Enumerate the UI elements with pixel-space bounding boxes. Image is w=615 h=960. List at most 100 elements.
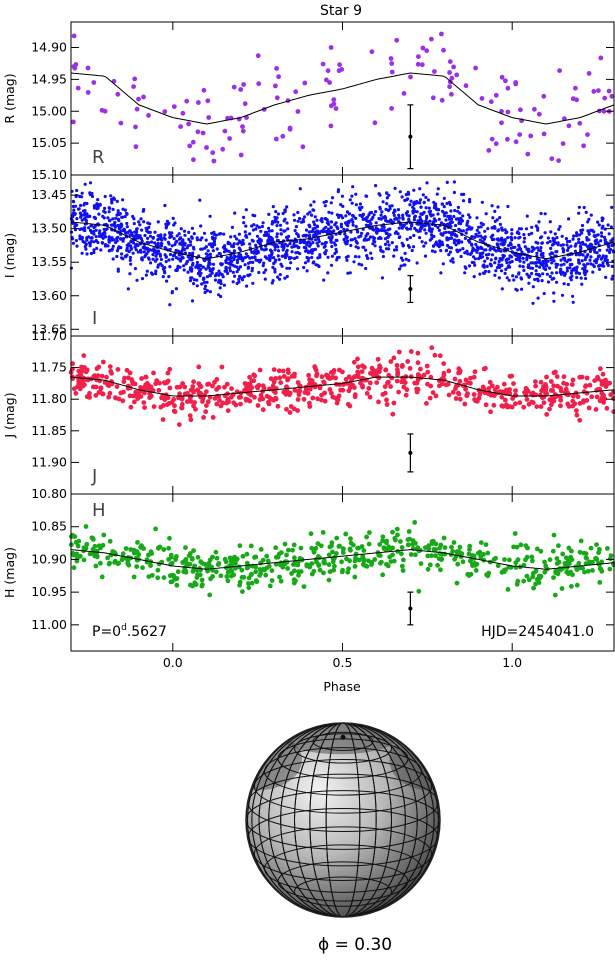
data-point-H [330,559,336,565]
data-point-I [329,201,333,205]
data-point-I [268,248,273,252]
model-curve-R [70,72,615,125]
data-point-H [495,563,501,569]
data-point-I [532,261,537,265]
data-point-J [566,404,572,409]
data-point-J [132,399,137,405]
data-point-I [587,244,591,248]
data-point-I [442,205,446,209]
data-point-I [191,263,195,267]
data-point-I [324,249,328,253]
data-point-I [451,257,455,261]
data-point-H [596,550,601,556]
data-point-I [449,246,453,250]
data-point-I [100,241,104,245]
data-point-J [507,404,512,409]
data-point-I [163,233,167,237]
data-point-I [165,219,169,223]
data-point-I [153,241,157,245]
data-point-I [273,270,277,274]
y-axis-label-J: J (mag) [2,392,17,438]
data-point-I [288,242,292,246]
data-point-I [228,266,232,270]
data-point-R [274,66,279,71]
data-point-R [325,68,331,74]
data-point-J [441,372,447,378]
data-point-I [603,238,607,242]
data-point-H [318,543,324,549]
data-point-J [513,401,518,407]
data-point-I [460,219,464,223]
data-point-J [507,373,513,379]
data-point-H [71,551,76,557]
data-point-H [524,554,530,560]
data-point-I [495,242,499,246]
data-point-I [304,233,309,237]
data-point-I [195,236,199,240]
data-point-I [260,224,264,229]
data-point-I [336,188,341,192]
data-point-I [87,226,91,230]
data-point-I [101,214,105,218]
data-point-I [156,220,160,224]
data-point-R [489,136,495,142]
data-point-I [584,243,588,247]
data-point-J [296,392,302,398]
data-point-I [383,237,388,241]
data-point-I [233,254,237,259]
data-point-I [254,227,258,231]
data-point-I [144,273,148,277]
data-point-J [424,401,429,406]
data-point-H [560,551,566,557]
data-point-I [473,257,477,261]
data-point-I [483,248,487,252]
data-point-J [544,412,550,417]
data-point-I [107,210,111,214]
data-point-I [312,208,316,212]
data-point-H [413,552,418,558]
data-point-I [75,188,79,193]
data-point-H [190,569,196,574]
data-point-I [477,257,481,261]
data-point-J [541,400,547,406]
data-point-I [510,232,514,236]
data-point-I [85,252,89,256]
data-point-R [238,87,244,92]
data-point-I [80,191,84,195]
data-point-H [94,548,100,554]
data-point-I [163,266,167,270]
data-point-J [165,378,171,384]
data-point-I [201,265,205,269]
data-point-I [354,225,358,229]
data-point-H [534,546,540,552]
data-point-J [255,385,260,391]
data-point-H [135,540,140,545]
data-point-H [222,556,228,562]
data-point-H [394,526,400,532]
data-point-J [127,370,133,376]
data-point-I [566,282,570,287]
data-point-H [92,553,98,559]
data-point-H [208,576,214,582]
data-point-I [208,273,212,277]
data-point-I [252,223,256,227]
data-point-J [367,380,373,386]
data-point-I [610,277,614,281]
data-point-J [360,363,365,369]
data-point-H [521,578,527,584]
data-point-I [116,209,120,213]
data-point-I [322,278,326,282]
data-point-I [386,234,391,238]
data-point-R [486,148,492,153]
data-point-I [146,236,150,240]
data-point-I [230,225,234,229]
data-point-J [555,383,560,389]
data-point-J [329,390,334,396]
data-point-H [148,549,154,555]
data-point-I [463,265,467,269]
data-point-R [85,65,91,71]
data-point-I [581,241,585,245]
data-point-I [379,217,383,221]
data-point-H [252,555,257,560]
